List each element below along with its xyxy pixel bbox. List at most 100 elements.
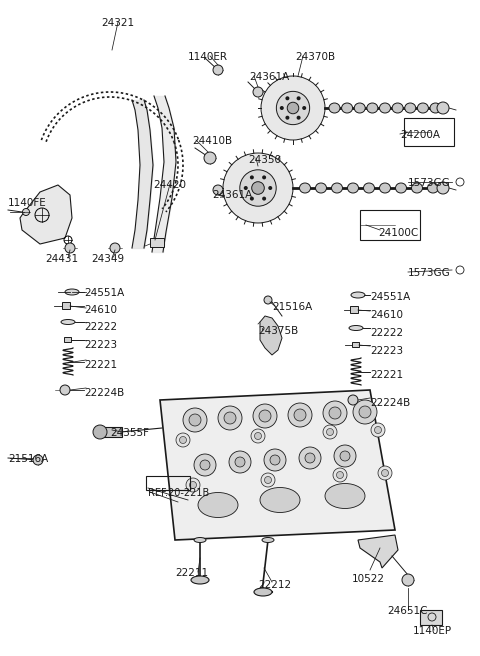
Circle shape [287, 102, 299, 113]
Circle shape [261, 76, 325, 140]
Text: 24410B: 24410B [192, 136, 232, 146]
Circle shape [280, 106, 284, 110]
Ellipse shape [351, 292, 365, 298]
Circle shape [286, 96, 289, 100]
Circle shape [302, 106, 306, 110]
Circle shape [110, 243, 120, 253]
Ellipse shape [260, 487, 300, 512]
Ellipse shape [396, 183, 407, 193]
Ellipse shape [65, 289, 79, 295]
Circle shape [204, 152, 216, 164]
Circle shape [262, 197, 266, 201]
Circle shape [299, 447, 321, 469]
Circle shape [183, 408, 207, 432]
Circle shape [213, 65, 223, 75]
Ellipse shape [430, 103, 441, 113]
Text: 22223: 22223 [370, 346, 403, 356]
Circle shape [240, 170, 276, 206]
Ellipse shape [380, 103, 391, 113]
Text: 21516A: 21516A [272, 302, 312, 312]
Text: 22212: 22212 [258, 580, 291, 590]
Text: 22224B: 22224B [84, 388, 124, 398]
Ellipse shape [342, 103, 353, 113]
Circle shape [200, 460, 210, 470]
Circle shape [253, 87, 263, 97]
Circle shape [286, 115, 289, 119]
Circle shape [213, 185, 223, 195]
Circle shape [180, 436, 187, 443]
Circle shape [176, 433, 190, 447]
Circle shape [33, 455, 43, 465]
Text: 22221: 22221 [84, 360, 117, 370]
Circle shape [268, 186, 272, 190]
Circle shape [348, 395, 358, 405]
Text: 24350: 24350 [248, 155, 281, 165]
Ellipse shape [363, 183, 374, 193]
Text: 24610: 24610 [370, 310, 403, 320]
Circle shape [276, 91, 310, 125]
Circle shape [326, 428, 334, 436]
Circle shape [93, 425, 107, 439]
Ellipse shape [300, 183, 311, 193]
Circle shape [288, 403, 312, 427]
Circle shape [259, 410, 271, 422]
Text: 24551A: 24551A [370, 292, 410, 302]
Circle shape [297, 96, 300, 100]
Text: 22222: 22222 [370, 328, 403, 338]
Circle shape [60, 385, 70, 395]
Circle shape [254, 432, 262, 440]
Circle shape [359, 406, 371, 418]
Text: 1140EP: 1140EP [412, 626, 452, 636]
Circle shape [340, 451, 350, 461]
Text: 22224B: 22224B [370, 398, 410, 408]
Ellipse shape [332, 183, 343, 193]
Text: 24361A: 24361A [212, 190, 252, 200]
Bar [146, 476, 190, 490]
Ellipse shape [191, 576, 209, 584]
Circle shape [336, 472, 344, 478]
Circle shape [437, 102, 449, 114]
Circle shape [297, 115, 300, 119]
Circle shape [270, 455, 280, 465]
Bar [352, 342, 359, 347]
Circle shape [323, 401, 347, 425]
Ellipse shape [418, 103, 428, 113]
Circle shape [334, 445, 356, 467]
Text: 24551A: 24551A [84, 288, 124, 298]
Text: 1140FE: 1140FE [8, 198, 47, 208]
Ellipse shape [315, 183, 326, 193]
Circle shape [264, 296, 272, 304]
Text: 10522: 10522 [351, 574, 384, 584]
Text: 1573GG: 1573GG [408, 268, 451, 278]
Circle shape [65, 243, 75, 253]
Ellipse shape [405, 103, 416, 113]
Text: 24321: 24321 [101, 18, 134, 28]
Ellipse shape [254, 588, 272, 596]
Text: 24361A: 24361A [249, 72, 289, 82]
Text: 24355F: 24355F [110, 428, 149, 438]
Ellipse shape [262, 537, 274, 543]
Text: 1140ER: 1140ER [188, 52, 228, 62]
Circle shape [323, 425, 337, 439]
Text: 24349: 24349 [91, 254, 125, 264]
Bar [64, 337, 71, 342]
Circle shape [223, 153, 293, 223]
Circle shape [190, 482, 196, 489]
Polygon shape [20, 185, 72, 244]
Ellipse shape [392, 103, 403, 113]
Bar [150, 238, 164, 247]
Polygon shape [260, 316, 282, 355]
Ellipse shape [354, 103, 365, 113]
Ellipse shape [198, 493, 238, 518]
Text: 1573GG: 1573GG [408, 178, 451, 188]
Circle shape [229, 451, 251, 473]
Circle shape [186, 478, 200, 492]
Circle shape [402, 574, 414, 586]
Text: 24375B: 24375B [258, 326, 298, 336]
Circle shape [224, 412, 236, 424]
Text: 24420: 24420 [154, 180, 187, 190]
Bar [404, 118, 454, 146]
Circle shape [437, 182, 449, 194]
Circle shape [374, 426, 382, 434]
Bar [360, 210, 420, 240]
